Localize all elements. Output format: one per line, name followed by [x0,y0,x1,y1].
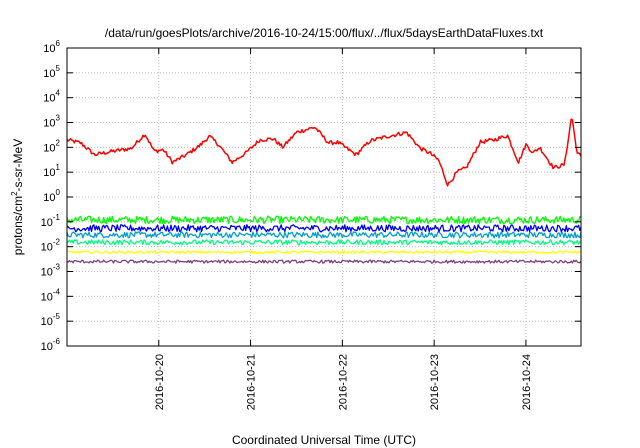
y-tick-base: 10 [43,142,55,154]
y-tick-base: 10 [41,341,53,353]
y-tick-exponent: 4 [56,89,61,98]
y-tick-exponent: -6 [53,337,61,346]
y-axis-label-unit: -s-sr-MeV [11,139,25,192]
y-tick-label: 10-1 [41,213,61,229]
y-tick-label: 104 [43,89,60,105]
y-tick-label: 106 [43,39,60,55]
y-tick-exponent: 2 [56,138,61,147]
y-tick-base: 10 [43,192,55,204]
x-axis-label: Coordinated Universal Time (UTC) [232,433,416,447]
chart-title: /data/run/goesPlots/archive/2016-10-24/1… [105,26,544,40]
x-tick-labels: 2016-10-20 2016-10-21 2016-10-22 2016-10-23… [154,354,533,410]
y-tick-label: 10-2 [41,238,61,254]
y-tick-base: 10 [43,118,55,130]
x-tick-label: 2016-10-24 [521,354,533,410]
series-line-1 [66,215,582,225]
series-line-3 [66,224,582,233]
y-tick-exponent: 3 [56,114,61,123]
y-tick-base: 10 [43,68,55,80]
y-tick-label: 105 [43,64,60,80]
y-tick-label: 10-3 [41,263,61,279]
x-tick-label: 2016-10-21 [246,354,258,410]
y-tick-base: 10 [43,167,55,179]
series-line-4 [66,239,582,246]
series-line-0 [66,118,582,187]
y-tick-exponent: -4 [53,287,61,296]
y-tick-base: 10 [41,316,53,328]
y-tick-base: 10 [41,242,53,254]
y-tick-label: 102 [43,138,60,154]
y-axis-label-main: protons/cm [11,196,25,255]
y-tick-base: 10 [43,93,55,105]
y-tick-labels: 10-610-510-410-310-210-11001011021031041… [41,39,61,353]
grid-lines [67,48,581,346]
series-line-2 [66,231,582,239]
x-tick-label: 2016-10-23 [429,354,441,410]
y-tick-exponent: 0 [56,188,61,197]
series-layer [66,118,582,264]
y-tick-label: 100 [43,188,60,204]
y-tick-exponent: -3 [53,263,61,272]
y-tick-exponent: 1 [56,163,61,172]
plot-frame [66,47,582,347]
y-tick-label: 10-5 [41,312,61,328]
y-tick-label: 101 [43,163,60,179]
x-tick-label: 2016-10-22 [337,354,349,410]
series-line-6 [66,259,582,264]
tick-marks [67,47,581,347]
y-axis-label: protons/cm2-s-sr-MeV [10,139,25,255]
x-tick-label: 2016-10-20 [154,354,166,410]
y-tick-label: 103 [43,114,60,130]
y-tick-base: 10 [41,267,53,279]
y-tick-label: 10-6 [41,337,61,353]
y-tick-base: 10 [43,43,55,55]
y-tick-label: 10-4 [41,287,61,303]
y-axis-label-sup: 2 [10,191,19,196]
y-tick-exponent: 5 [56,64,61,73]
y-tick-base: 10 [41,291,53,303]
series-line-5 [66,250,582,255]
y-tick-exponent: -5 [53,312,61,321]
y-tick-exponent: -1 [53,213,61,222]
y-tick-exponent: -2 [53,238,61,247]
y-tick-exponent: 6 [56,39,61,48]
y-tick-base: 10 [41,217,53,229]
